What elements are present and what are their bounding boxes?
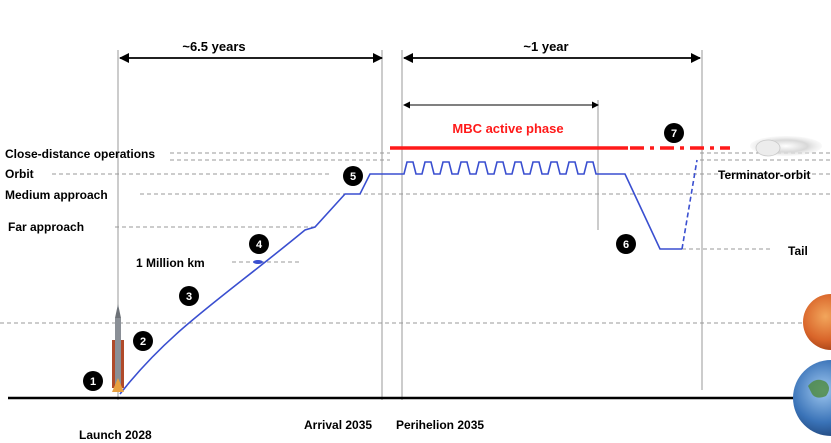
step-marker-7: 7 — [664, 123, 684, 143]
step-4-number: 4 — [256, 239, 263, 251]
mars-icon — [803, 294, 831, 350]
step-marker-6: 6 — [616, 234, 636, 254]
step-1-number: 1 — [90, 376, 96, 388]
rocket-icon — [112, 304, 124, 392]
trajectory-dashed-return — [681, 159, 698, 250]
step-marker-2: 2 — [133, 331, 153, 351]
level-terminator-orbit-label: Terminator-orbit — [718, 168, 810, 182]
step-7-number: 7 — [671, 128, 677, 140]
step-marker-4: 4 — [249, 234, 269, 254]
step-marker-5: 5 — [343, 166, 363, 186]
level-close-distance-label: Close-distance operations — [5, 147, 155, 161]
step-5-number: 5 — [350, 171, 356, 183]
event-perihelion-label: Perihelion 2035 — [396, 418, 484, 432]
step-2-number: 2 — [140, 336, 146, 348]
level-lines — [0, 152, 831, 324]
event-launch-label: Launch 2028 — [79, 428, 152, 442]
level-orbit-label: Orbit — [5, 167, 34, 181]
step-marker-1: 1 — [83, 371, 103, 391]
event-arrival-label: Arrival 2035 — [304, 418, 372, 432]
million-km-label: 1 Million km — [136, 256, 205, 270]
earth-icon — [793, 360, 831, 436]
vertical-guides — [117, 50, 703, 400]
step-marker-3: 3 — [179, 286, 199, 306]
duration-proximity-label: ~1 year — [523, 39, 568, 54]
million-km-marker — [253, 260, 263, 264]
duration-cruise-label: ~6.5 years — [182, 39, 245, 54]
comet-icon — [750, 136, 822, 157]
level-tail-label: Tail — [788, 244, 808, 258]
active-phase-label: MBC active phase — [452, 121, 563, 136]
earth-land — [808, 379, 829, 398]
trajectory-curve — [119, 161, 682, 395]
step-6-number: 6 — [623, 239, 629, 251]
step-3-number: 3 — [186, 291, 192, 303]
level-far-approach-label: Far approach — [8, 220, 84, 234]
level-medium-approach-label: Medium approach — [5, 188, 108, 202]
